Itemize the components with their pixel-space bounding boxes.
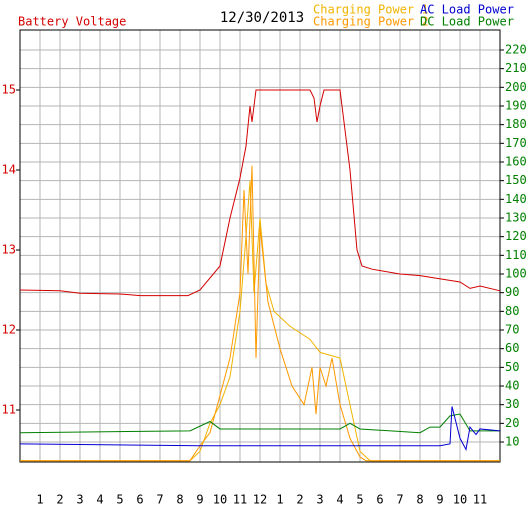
series-line bbox=[20, 165, 500, 462]
x-tick-label: 9 bbox=[436, 493, 443, 507]
y-tick-label: 15 bbox=[2, 83, 16, 97]
y2-tick-label: 130 bbox=[505, 210, 527, 224]
x-tick-label: 12 bbox=[253, 493, 267, 507]
x-tick-label: 1 bbox=[276, 493, 283, 507]
y2-tick-label: 30 bbox=[505, 397, 519, 411]
y2-tick-label: 90 bbox=[505, 285, 519, 299]
y-tick-label: 12 bbox=[2, 323, 16, 337]
series-line bbox=[19, 406, 501, 451]
y2-tick-label: 110 bbox=[505, 248, 527, 262]
chart-title: Battery Voltage bbox=[18, 15, 126, 29]
y2-tick-label: 50 bbox=[505, 360, 519, 374]
series-line bbox=[19, 89, 501, 297]
legend-entry: Charging Power 1 bbox=[313, 3, 429, 17]
y2-tick-label: 160 bbox=[505, 154, 527, 168]
legend-entry: DC Load Power bbox=[420, 15, 514, 29]
y2-tick-label: 180 bbox=[505, 117, 527, 131]
y2-tick-label: 190 bbox=[505, 98, 527, 112]
x-tick-label: 7 bbox=[156, 493, 163, 507]
x-tick-label: 5 bbox=[356, 493, 363, 507]
x-tick-label: 2 bbox=[56, 493, 63, 507]
x-tick-label: 11 bbox=[473, 493, 487, 507]
x-tick-label: 10 bbox=[213, 493, 227, 507]
plot-frame bbox=[19, 29, 501, 463]
y2-tick-label: 60 bbox=[505, 341, 519, 355]
x-tick-label: 10 bbox=[453, 493, 467, 507]
legend-entry: AC Load Power bbox=[420, 3, 514, 17]
y2-tick-label: 220 bbox=[505, 42, 527, 56]
x-tick-label: 3 bbox=[76, 493, 83, 507]
x-tick-label: 9 bbox=[196, 493, 203, 507]
y2-tick-label: 20 bbox=[505, 416, 519, 430]
legend-entry: Charging Power 2 bbox=[313, 15, 429, 29]
x-tick-label: 3 bbox=[316, 493, 323, 507]
x-tick-label: 1 bbox=[36, 493, 43, 507]
x-tick-label: 2 bbox=[296, 493, 303, 507]
x-tick-label: 6 bbox=[376, 493, 383, 507]
y2-tick-label: 200 bbox=[505, 80, 527, 94]
x-tick-label: 11 bbox=[233, 493, 247, 507]
series-line bbox=[20, 180, 500, 462]
y2-tick-label: 40 bbox=[505, 379, 519, 393]
x-tick-label: 6 bbox=[136, 493, 143, 507]
x-tick-label: 5 bbox=[116, 493, 123, 507]
y2-tick-label: 140 bbox=[505, 192, 527, 206]
y2-tick-label: 210 bbox=[505, 61, 527, 75]
x-tick-label: 8 bbox=[416, 493, 423, 507]
y2-tick-label: 10 bbox=[505, 435, 519, 449]
y2-tick-label: 150 bbox=[505, 173, 527, 187]
series-line bbox=[19, 413, 500, 434]
x-tick-label: 4 bbox=[336, 493, 343, 507]
x-tick-label: 7 bbox=[396, 493, 403, 507]
chart-date: 12/30/2013 bbox=[220, 10, 304, 26]
y2-tick-label: 80 bbox=[505, 304, 519, 318]
y-tick-label: 13 bbox=[2, 243, 16, 257]
x-tick-label: 4 bbox=[96, 493, 103, 507]
y-tick-label: 11 bbox=[2, 403, 16, 417]
y2-tick-label: 70 bbox=[505, 323, 519, 337]
y2-tick-label: 120 bbox=[505, 229, 527, 243]
y2-tick-label: 100 bbox=[505, 267, 527, 281]
y2-tick-label: 170 bbox=[505, 136, 527, 150]
y-tick-label: 14 bbox=[2, 163, 16, 177]
x-tick-label: 8 bbox=[176, 493, 183, 507]
